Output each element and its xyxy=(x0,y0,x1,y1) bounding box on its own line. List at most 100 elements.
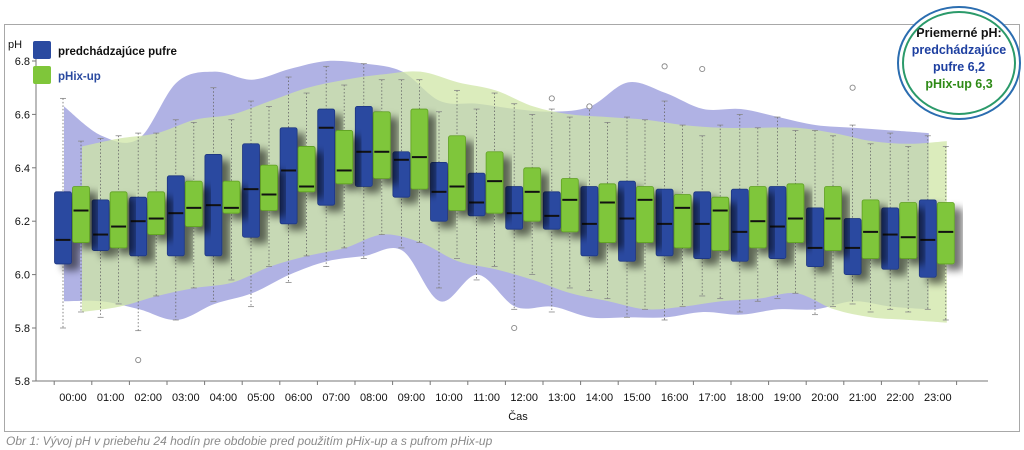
outlier-blue xyxy=(661,63,668,70)
box-blue xyxy=(505,186,524,230)
box-blue xyxy=(129,196,148,257)
box-green xyxy=(335,130,354,185)
box-blue xyxy=(618,180,636,262)
x-tick-label: 03:00 xyxy=(172,392,200,404)
x-tick-label: 19:00 xyxy=(774,392,802,404)
badge-title: Priemerné pH: xyxy=(916,26,1002,40)
x-tick-label: 12:00 xyxy=(510,392,538,404)
box-green xyxy=(410,108,429,190)
outlier-blue xyxy=(548,95,555,102)
y-tick-label: 5.8 xyxy=(15,376,30,388)
box-blue xyxy=(693,191,712,259)
box-blue xyxy=(655,188,674,257)
outlier-blue xyxy=(849,84,856,91)
outlier-blue xyxy=(699,65,706,73)
box-green xyxy=(222,180,241,214)
legend-swatch-green xyxy=(33,66,51,84)
box-blue xyxy=(730,188,749,262)
x-tick-label: 23:00 xyxy=(924,392,952,404)
x-tick-label: 16:00 xyxy=(661,392,689,404)
box-green xyxy=(899,202,918,259)
box-blue xyxy=(166,175,185,257)
x-tick-label: 20:00 xyxy=(811,392,839,404)
axes: 6.8 6.6 6.4 6.2 6.0 5.8 5.8 00:00 01:00 02:00 03:0… xyxy=(15,55,988,404)
x-tick-label: 06:00 xyxy=(285,392,313,404)
box-blue xyxy=(542,191,561,230)
box-blue xyxy=(354,105,373,187)
box-blue xyxy=(768,186,787,259)
x-tick-label: 10:00 xyxy=(435,392,463,404)
x-tick-label: 22:00 xyxy=(886,392,914,404)
y-tick-label: 6.6 xyxy=(15,109,30,121)
box-blue xyxy=(580,186,599,257)
box-green xyxy=(72,186,90,243)
box-green xyxy=(936,202,955,265)
box-green xyxy=(786,183,805,243)
x-tick-label: 14:00 xyxy=(586,392,614,404)
x-tick-label: 11:00 xyxy=(473,392,500,404)
box-green xyxy=(523,167,542,222)
x-tick-label: 17:00 xyxy=(698,392,726,404)
box-green xyxy=(147,191,166,235)
badge-line-phixup: pHix-up 6,3 xyxy=(925,77,993,91)
box-blue xyxy=(918,199,937,278)
x-tick-label: 21:00 xyxy=(849,392,877,404)
y-tick-label: 5.8 xyxy=(15,323,30,335)
x-tick-label: 05:00 xyxy=(247,392,275,404)
box-green xyxy=(297,146,316,193)
box-green xyxy=(260,164,278,211)
legend-label-blue: predchádzajúce pufre xyxy=(58,46,177,58)
box-green xyxy=(485,151,504,214)
box-blue xyxy=(54,191,72,265)
box-green xyxy=(748,186,767,249)
x-axis-label: Čas xyxy=(508,410,528,423)
box-blue xyxy=(392,151,411,198)
outliers xyxy=(135,63,856,364)
boxes xyxy=(54,105,955,278)
figure-caption: Obr 1: Vývoj pH v priebehu 24 hodín pre … xyxy=(6,434,493,448)
y-tick-label: 6.8 xyxy=(15,56,30,68)
box-green xyxy=(372,111,391,179)
box-blue xyxy=(279,127,298,225)
x-tick-label: 18:00 xyxy=(736,392,764,404)
box-blue xyxy=(467,172,486,217)
box-green xyxy=(598,183,617,243)
box-blue xyxy=(843,218,862,275)
x-tick-label: 07:00 xyxy=(322,392,350,404)
x-tick-label: 08:00 xyxy=(360,392,388,404)
box-blue xyxy=(317,108,336,206)
box-blue xyxy=(806,207,824,267)
legend-label-green: pHix-up xyxy=(58,71,101,83)
x-tick-label: 13:00 xyxy=(548,392,576,404)
box-green xyxy=(673,194,692,249)
x-tick-label: 01:00 xyxy=(97,392,125,404)
outlier-blue xyxy=(586,103,593,110)
chart-frame xyxy=(4,24,1020,432)
x-tick-label: 00:00 xyxy=(59,392,87,404)
y-tick-label: 6.2 xyxy=(15,216,30,228)
box-green xyxy=(448,135,466,211)
badge-line-previous-value: pufre 6,2 xyxy=(932,60,986,74)
legend-swatch-blue xyxy=(33,41,51,59)
box-green xyxy=(184,180,203,227)
y-axis-label: pH xyxy=(8,39,22,51)
y-tick-label: 6.0 xyxy=(15,270,30,282)
x-tick-label: 09:00 xyxy=(398,392,426,404)
box-green xyxy=(861,199,880,259)
box-green xyxy=(636,186,654,243)
x-tick-label: 04:00 xyxy=(210,392,238,404)
box-blue xyxy=(91,199,110,251)
badge-line-previous: predchádzajúce xyxy=(911,43,1007,57)
outlier-blue xyxy=(511,324,518,332)
outlier-blue xyxy=(135,356,142,364)
box-green xyxy=(109,191,128,249)
y-tick-label: 6.4 xyxy=(15,163,30,175)
x-tick-label: 02:00 xyxy=(134,392,162,404)
x-tick-label: 15:00 xyxy=(623,392,651,404)
box-blue xyxy=(242,143,260,238)
box-green xyxy=(560,178,579,233)
average-ph-badge: Priemerné pH: predchádzajúce pufre 6,2 p… xyxy=(897,6,1021,120)
legend: predchádzajúce pufre pHix-up xyxy=(33,41,177,84)
box-green xyxy=(711,196,730,251)
